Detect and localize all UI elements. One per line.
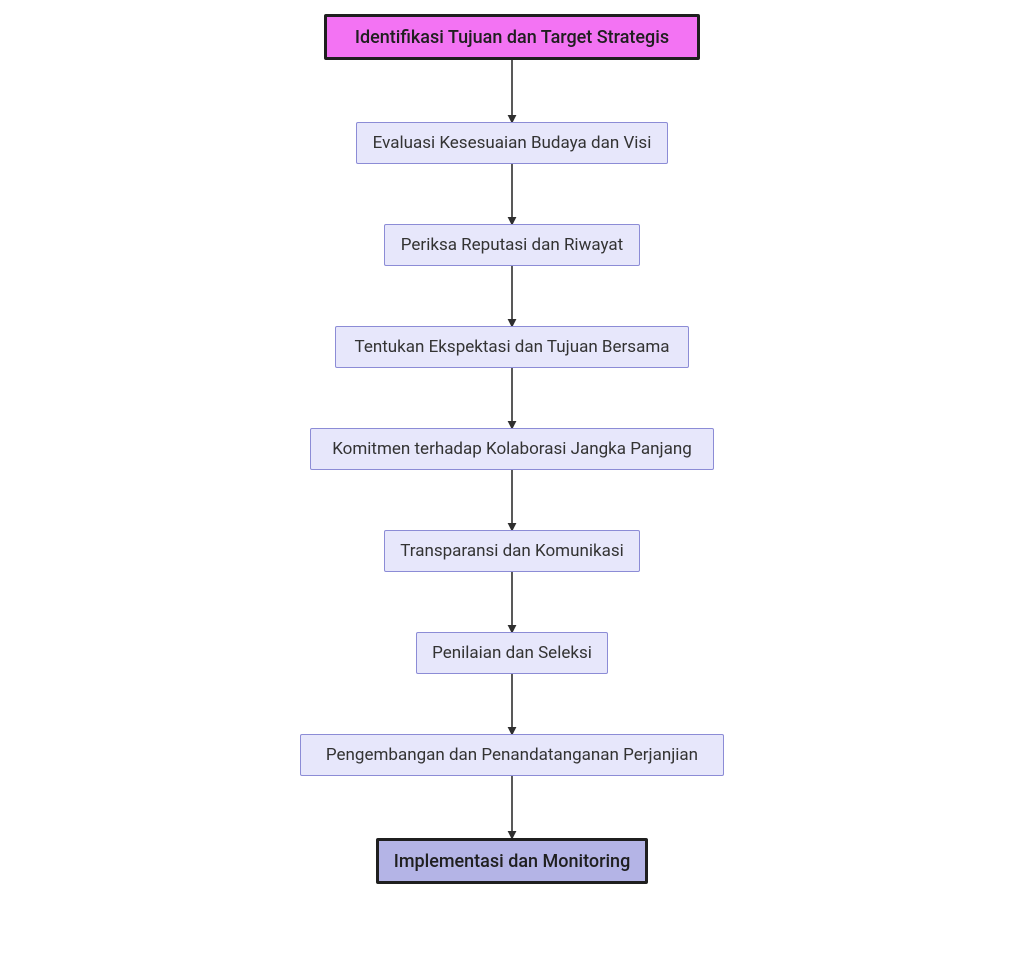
flowchart-canvas: Identifikasi Tujuan dan Target Strategis… <box>0 0 1024 959</box>
flowchart-node-n2: Periksa Reputasi dan Riwayat <box>384 224 640 266</box>
flowchart-node-label: Komitmen terhadap Kolaborasi Jangka Panj… <box>332 439 692 459</box>
flowchart-node-label: Implementasi dan Monitoring <box>394 851 631 872</box>
flowchart-node-n6: Penilaian dan Seleksi <box>416 632 608 674</box>
flowchart-node-label: Periksa Reputasi dan Riwayat <box>401 235 623 255</box>
flowchart-node-label: Pengembangan dan Penandatanganan Perjanj… <box>326 745 698 765</box>
flowchart-node-label: Tentukan Ekspektasi dan Tujuan Bersama <box>355 337 670 357</box>
flowchart-node-n4: Komitmen terhadap Kolaborasi Jangka Panj… <box>310 428 714 470</box>
flowchart-node-label: Transparansi dan Komunikasi <box>400 541 624 561</box>
flowchart-node-n0: Identifikasi Tujuan dan Target Strategis <box>324 14 700 60</box>
flowchart-node-label: Evaluasi Kesesuaian Budaya dan Visi <box>373 133 652 153</box>
flowchart-node-label: Penilaian dan Seleksi <box>432 643 592 663</box>
flowchart-node-n5: Transparansi dan Komunikasi <box>384 530 640 572</box>
flowchart-node-n1: Evaluasi Kesesuaian Budaya dan Visi <box>356 122 668 164</box>
flowchart-node-label: Identifikasi Tujuan dan Target Strategis <box>355 27 669 48</box>
flowchart-node-n8: Implementasi dan Monitoring <box>376 838 648 884</box>
flowchart-node-n3: Tentukan Ekspektasi dan Tujuan Bersama <box>335 326 689 368</box>
flowchart-node-n7: Pengembangan dan Penandatanganan Perjanj… <box>300 734 724 776</box>
